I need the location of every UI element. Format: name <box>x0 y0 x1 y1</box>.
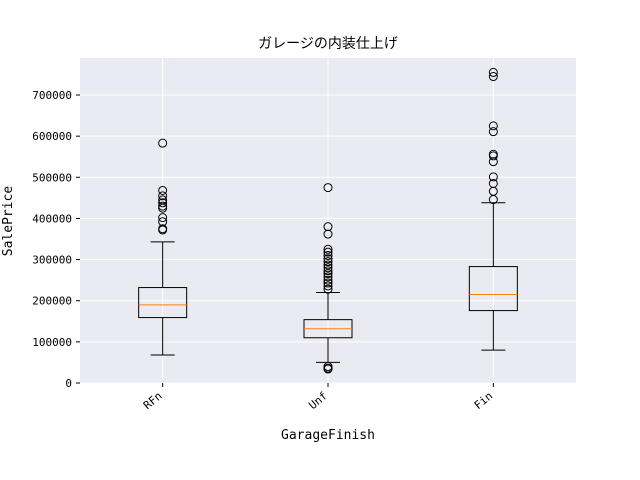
outlier-point <box>158 191 168 201</box>
y-axis-label: SalePrice <box>1 186 16 257</box>
outlier-point <box>158 198 168 208</box>
outlier-point <box>323 263 333 273</box>
x-tick-label: Fin <box>472 389 496 412</box>
x-tick-label: Unf <box>306 389 330 412</box>
outlier-point <box>323 278 333 288</box>
x-tick-label: RFn <box>141 389 165 412</box>
box-unf <box>303 183 353 374</box>
iqr-box <box>468 266 518 312</box>
outlier-point <box>323 229 333 239</box>
box-rfn <box>138 138 188 356</box>
outlier-point <box>323 260 333 270</box>
outlier-point <box>488 172 498 182</box>
outlier-point <box>323 272 333 282</box>
outlier-point <box>488 157 498 167</box>
outlier-point <box>323 244 333 254</box>
outlier-point <box>323 275 333 285</box>
outlier-point <box>158 138 168 148</box>
outlier-point <box>323 257 333 267</box>
outlier-point <box>323 183 333 193</box>
y-tick-label: 300000 <box>32 254 72 267</box>
y-tick-label: 500000 <box>32 171 72 184</box>
y-tick-label: 100000 <box>32 336 72 349</box>
y-tick-label: 400000 <box>32 212 72 225</box>
iqr-box <box>138 287 188 319</box>
y-tick-label: 0 <box>65 377 72 390</box>
outlier-point <box>158 213 168 223</box>
outlier-point <box>488 72 498 82</box>
outlier-point <box>488 121 498 131</box>
outlier-point <box>323 284 333 294</box>
y-tick-label: 200000 <box>32 295 72 308</box>
x-axis-label: GarageFinish <box>281 428 375 443</box>
outlier-point <box>323 250 333 260</box>
outlier-point <box>323 247 333 257</box>
outlier-point <box>158 185 168 195</box>
y-tick-label: 600000 <box>32 130 72 143</box>
boxes <box>138 67 518 374</box>
outlier-point <box>323 222 333 232</box>
chart-title: ガレージの内装仕上げ <box>258 36 398 52</box>
outlier-point <box>488 195 498 205</box>
outlier-point <box>323 364 333 374</box>
outlier-point <box>323 281 333 291</box>
outlier-point <box>488 127 498 137</box>
outlier-point <box>323 266 333 276</box>
y-tick-label: 700000 <box>32 89 72 102</box>
outlier-point <box>488 67 498 77</box>
outlier-point <box>158 225 168 235</box>
box-fin <box>468 67 518 351</box>
outlier-point <box>323 254 333 264</box>
outlier-point <box>488 151 498 161</box>
outlier-point <box>158 203 168 213</box>
outlier-point <box>323 269 333 279</box>
